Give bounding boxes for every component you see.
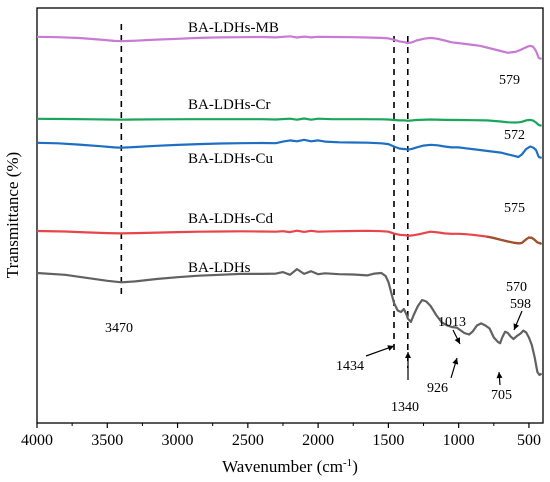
annotation-label: 926	[427, 381, 448, 396]
arrow-head	[496, 372, 503, 379]
arrow-head	[454, 337, 460, 344]
annotation-label: 579	[499, 73, 520, 88]
series-label: BA-LDHs	[188, 260, 251, 276]
arrow-head	[387, 345, 394, 351]
annotation-label: 570	[506, 280, 527, 295]
annotation-label: 575	[504, 201, 525, 216]
annotation-label: 598	[510, 297, 531, 312]
series-line	[36, 268, 543, 377]
series-labels: BA-LDHs-MB BA-LDHs-Cr BA-LDHs-Cu BA-LDHs-Cd…	[188, 20, 279, 276]
series-label: BA-LDHs-Cu	[188, 151, 273, 167]
annotation-label: 3470	[105, 321, 133, 336]
series-lines	[36, 35, 543, 377]
y-axis-label: Transmittance (%)	[3, 152, 22, 278]
x-tick-label: 2000	[302, 432, 334, 449]
arrow-head	[513, 323, 520, 330]
arrow-head	[405, 352, 411, 358]
x-axis-ticks: 4000 3500 3000 2500 2000 1500 1000 500	[21, 423, 541, 449]
series-line	[36, 117, 542, 127]
x-tick-label: 3000	[162, 432, 194, 449]
series-line	[36, 35, 542, 60]
series-line	[36, 229, 543, 246]
series-line-tail	[486, 235, 543, 246]
x-axis-label: Wavenumber (cm-1)	[222, 457, 358, 476]
annotation-label: 1013	[438, 315, 466, 330]
annotations: 579 572 575 570 3470 1434 1340 926 1013 705 598	[105, 73, 531, 415]
annotation-label: 705	[491, 388, 512, 403]
arrow-head	[452, 358, 459, 365]
x-tick-label: 3500	[91, 432, 123, 449]
x-tick-label: 4000	[21, 432, 53, 449]
annotation-label: 1340	[391, 400, 419, 415]
series-label: BA-LDHs-MB	[188, 20, 279, 36]
x-axis-label-text: Wavenumber (cm	[222, 457, 343, 476]
x-tick-label: 2500	[232, 432, 264, 449]
x-tick-label: 1000	[443, 432, 475, 449]
plot-area-frame	[36, 7, 544, 424]
x-axis-label-close: )	[352, 457, 358, 476]
annotation-label: 1434	[336, 359, 364, 374]
x-tick-label: 1500	[372, 432, 404, 449]
series-line	[36, 138, 542, 159]
series-label: BA-LDHs-Cd	[188, 211, 273, 227]
series-label: BA-LDHs-Cr	[188, 97, 271, 113]
dashed-markers	[120, 24, 409, 368]
annotation-label: 572	[504, 128, 525, 143]
x-axis-label-superscript: -1	[343, 457, 352, 469]
x-tick-label: 500	[517, 432, 541, 449]
